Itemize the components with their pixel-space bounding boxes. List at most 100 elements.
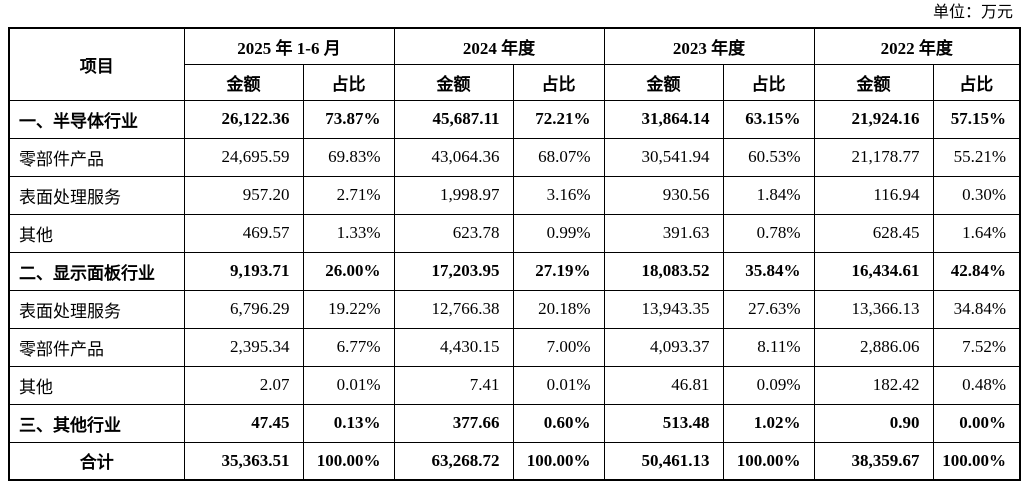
amount-cell: 13,943.35 bbox=[603, 289, 724, 329]
amount-cell: 377.66 bbox=[393, 403, 514, 443]
ratio-cell: 100.00% bbox=[302, 441, 395, 481]
amount-cell: 2,395.34 bbox=[183, 327, 304, 367]
ratio-cell: 55.21% bbox=[932, 137, 1021, 177]
amount-cell: 2,886.06 bbox=[813, 327, 934, 367]
ratio-cell: 7.00% bbox=[512, 327, 605, 367]
ratio-cell: 0.60% bbox=[512, 403, 605, 443]
ratio-cell: 34.84% bbox=[932, 289, 1021, 329]
row-label: 零部件产品 bbox=[8, 137, 185, 177]
amount-cell: 182.42 bbox=[813, 365, 934, 405]
row-label: 三、其他行业 bbox=[8, 403, 185, 443]
ratio-cell: 19.22% bbox=[302, 289, 395, 329]
ratio-header: 占比 bbox=[722, 63, 815, 101]
ratio-cell: 0.99% bbox=[512, 213, 605, 253]
amount-cell: 63,268.72 bbox=[393, 441, 514, 481]
row-label: 其他 bbox=[8, 213, 185, 253]
amount-cell: 957.20 bbox=[183, 175, 304, 215]
ratio-cell: 42.84% bbox=[932, 251, 1021, 291]
ratio-cell: 69.83% bbox=[302, 137, 395, 177]
ratio-cell: 100.00% bbox=[512, 441, 605, 481]
row-label: 合计 bbox=[8, 441, 185, 481]
amount-cell: 623.78 bbox=[393, 213, 514, 253]
ratio-cell: 0.30% bbox=[932, 175, 1021, 215]
amount-cell: 930.56 bbox=[603, 175, 724, 215]
ratio-cell: 35.84% bbox=[722, 251, 815, 291]
ratio-cell: 20.18% bbox=[512, 289, 605, 329]
table-row: 其他 2.07 0.01% 7.41 0.01% 46.81 0.09% 182.42 0.48… bbox=[8, 365, 1021, 405]
amount-cell: 31,864.14 bbox=[603, 99, 724, 139]
amount-cell: 6,796.29 bbox=[183, 289, 304, 329]
row-label: 表面处理服务 bbox=[8, 175, 185, 215]
table-row: 其他 469.57 1.33% 623.78 0.99% 391.63 0.78% 628.4… bbox=[8, 213, 1021, 253]
table-row: 表面处理服务 957.20 2.71% 1,998.97 3.16% 930.56 1.84… bbox=[8, 175, 1021, 215]
ratio-cell: 63.15% bbox=[722, 99, 815, 139]
ratio-cell: 7.52% bbox=[932, 327, 1021, 367]
item-header: 项目 bbox=[8, 27, 185, 101]
header-row-subheaders: 金额 占比 金额 占比 金额 占比 金额 占比 bbox=[9, 63, 1021, 101]
row-label: 二、显示面板行业 bbox=[8, 251, 185, 291]
table-row: 一、半导体行业 26,122.36 73.87% 45,687.11 72.21% 31,… bbox=[8, 99, 1021, 139]
ratio-cell: 72.21% bbox=[512, 99, 605, 139]
ratio-cell: 2.71% bbox=[302, 175, 395, 215]
amount-cell: 46.81 bbox=[603, 365, 724, 405]
ratio-cell: 27.19% bbox=[512, 251, 605, 291]
ratio-cell: 73.87% bbox=[302, 99, 395, 139]
table-row: 零部件产品 24,695.59 69.83% 43,064.36 68.07% 30,54… bbox=[8, 137, 1021, 177]
ratio-header: 占比 bbox=[932, 63, 1021, 101]
amount-cell: 513.48 bbox=[603, 403, 724, 443]
ratio-cell: 57.15% bbox=[932, 99, 1021, 139]
amount-header: 金额 bbox=[603, 63, 724, 101]
ratio-cell: 68.07% bbox=[512, 137, 605, 177]
period-header-2025: 2025 年 1-6 月 bbox=[183, 27, 395, 65]
amount-cell: 50,461.13 bbox=[603, 441, 724, 481]
ratio-cell: 100.00% bbox=[932, 441, 1021, 481]
ratio-cell: 1.64% bbox=[932, 213, 1021, 253]
amount-cell: 45,687.11 bbox=[393, 99, 514, 139]
table-row: 三、其他行业 47.45 0.13% 377.66 0.60% 513.48 1.02% 0.… bbox=[8, 403, 1021, 443]
amount-cell: 12,766.38 bbox=[393, 289, 514, 329]
table-row: 零部件产品 2,395.34 6.77% 4,430.15 7.00% 4,093.37 8… bbox=[8, 327, 1021, 367]
amount-cell: 21,924.16 bbox=[813, 99, 934, 139]
amount-cell: 2.07 bbox=[183, 365, 304, 405]
amount-cell: 0.90 bbox=[813, 403, 934, 443]
ratio-cell: 60.53% bbox=[722, 137, 815, 177]
amount-cell: 4,093.37 bbox=[603, 327, 724, 367]
ratio-cell: 100.00% bbox=[722, 441, 815, 481]
table-row: 表面处理服务 6,796.29 19.22% 12,766.38 20.18% 13,94… bbox=[8, 289, 1021, 329]
amount-cell: 26,122.36 bbox=[183, 99, 304, 139]
amount-header: 金额 bbox=[393, 63, 514, 101]
ratio-cell: 0.01% bbox=[302, 365, 395, 405]
ratio-header: 占比 bbox=[302, 63, 395, 101]
table-row: 二、显示面板行业 9,193.71 26.00% 17,203.95 27.19% 18,… bbox=[8, 251, 1021, 291]
revenue-table: 项目 2025 年 1-6 月 2024 年度 2023 年度 2022 年度 … bbox=[8, 27, 1022, 481]
amount-cell: 4,430.15 bbox=[393, 327, 514, 367]
amount-cell: 18,083.52 bbox=[603, 251, 724, 291]
ratio-cell: 1.02% bbox=[722, 403, 815, 443]
ratio-cell: 8.11% bbox=[722, 327, 815, 367]
row-label: 零部件产品 bbox=[8, 327, 185, 367]
unit-label: 单位：万元 bbox=[932, 4, 1013, 21]
amount-cell: 16,434.61 bbox=[813, 251, 934, 291]
ratio-cell: 0.09% bbox=[722, 365, 815, 405]
amount-cell: 47.45 bbox=[183, 403, 304, 443]
ratio-header: 占比 bbox=[512, 63, 605, 101]
ratio-cell: 0.00% bbox=[932, 403, 1021, 443]
amount-cell: 628.45 bbox=[813, 213, 934, 253]
ratio-cell: 1.84% bbox=[722, 175, 815, 215]
amount-header: 金额 bbox=[183, 63, 304, 101]
table-body: 一、半导体行业 26,122.36 73.87% 45,687.11 72.21% 31,… bbox=[8, 99, 1021, 481]
ratio-cell: 26.00% bbox=[302, 251, 395, 291]
amount-cell: 9,193.71 bbox=[183, 251, 304, 291]
amount-cell: 469.57 bbox=[183, 213, 304, 253]
period-header-2023: 2023 年度 bbox=[603, 27, 815, 65]
period-header-2022: 2022 年度 bbox=[813, 27, 1021, 65]
table-row: 合计 35,363.51 100.00% 63,268.72 100.00% 50,461… bbox=[8, 441, 1021, 481]
row-label: 一、半导体行业 bbox=[8, 99, 185, 139]
ratio-cell: 0.48% bbox=[932, 365, 1021, 405]
ratio-cell: 6.77% bbox=[302, 327, 395, 367]
amount-cell: 1,998.97 bbox=[393, 175, 514, 215]
ratio-cell: 0.13% bbox=[302, 403, 395, 443]
ratio-cell: 27.63% bbox=[722, 289, 815, 329]
amount-header: 金额 bbox=[813, 63, 934, 101]
